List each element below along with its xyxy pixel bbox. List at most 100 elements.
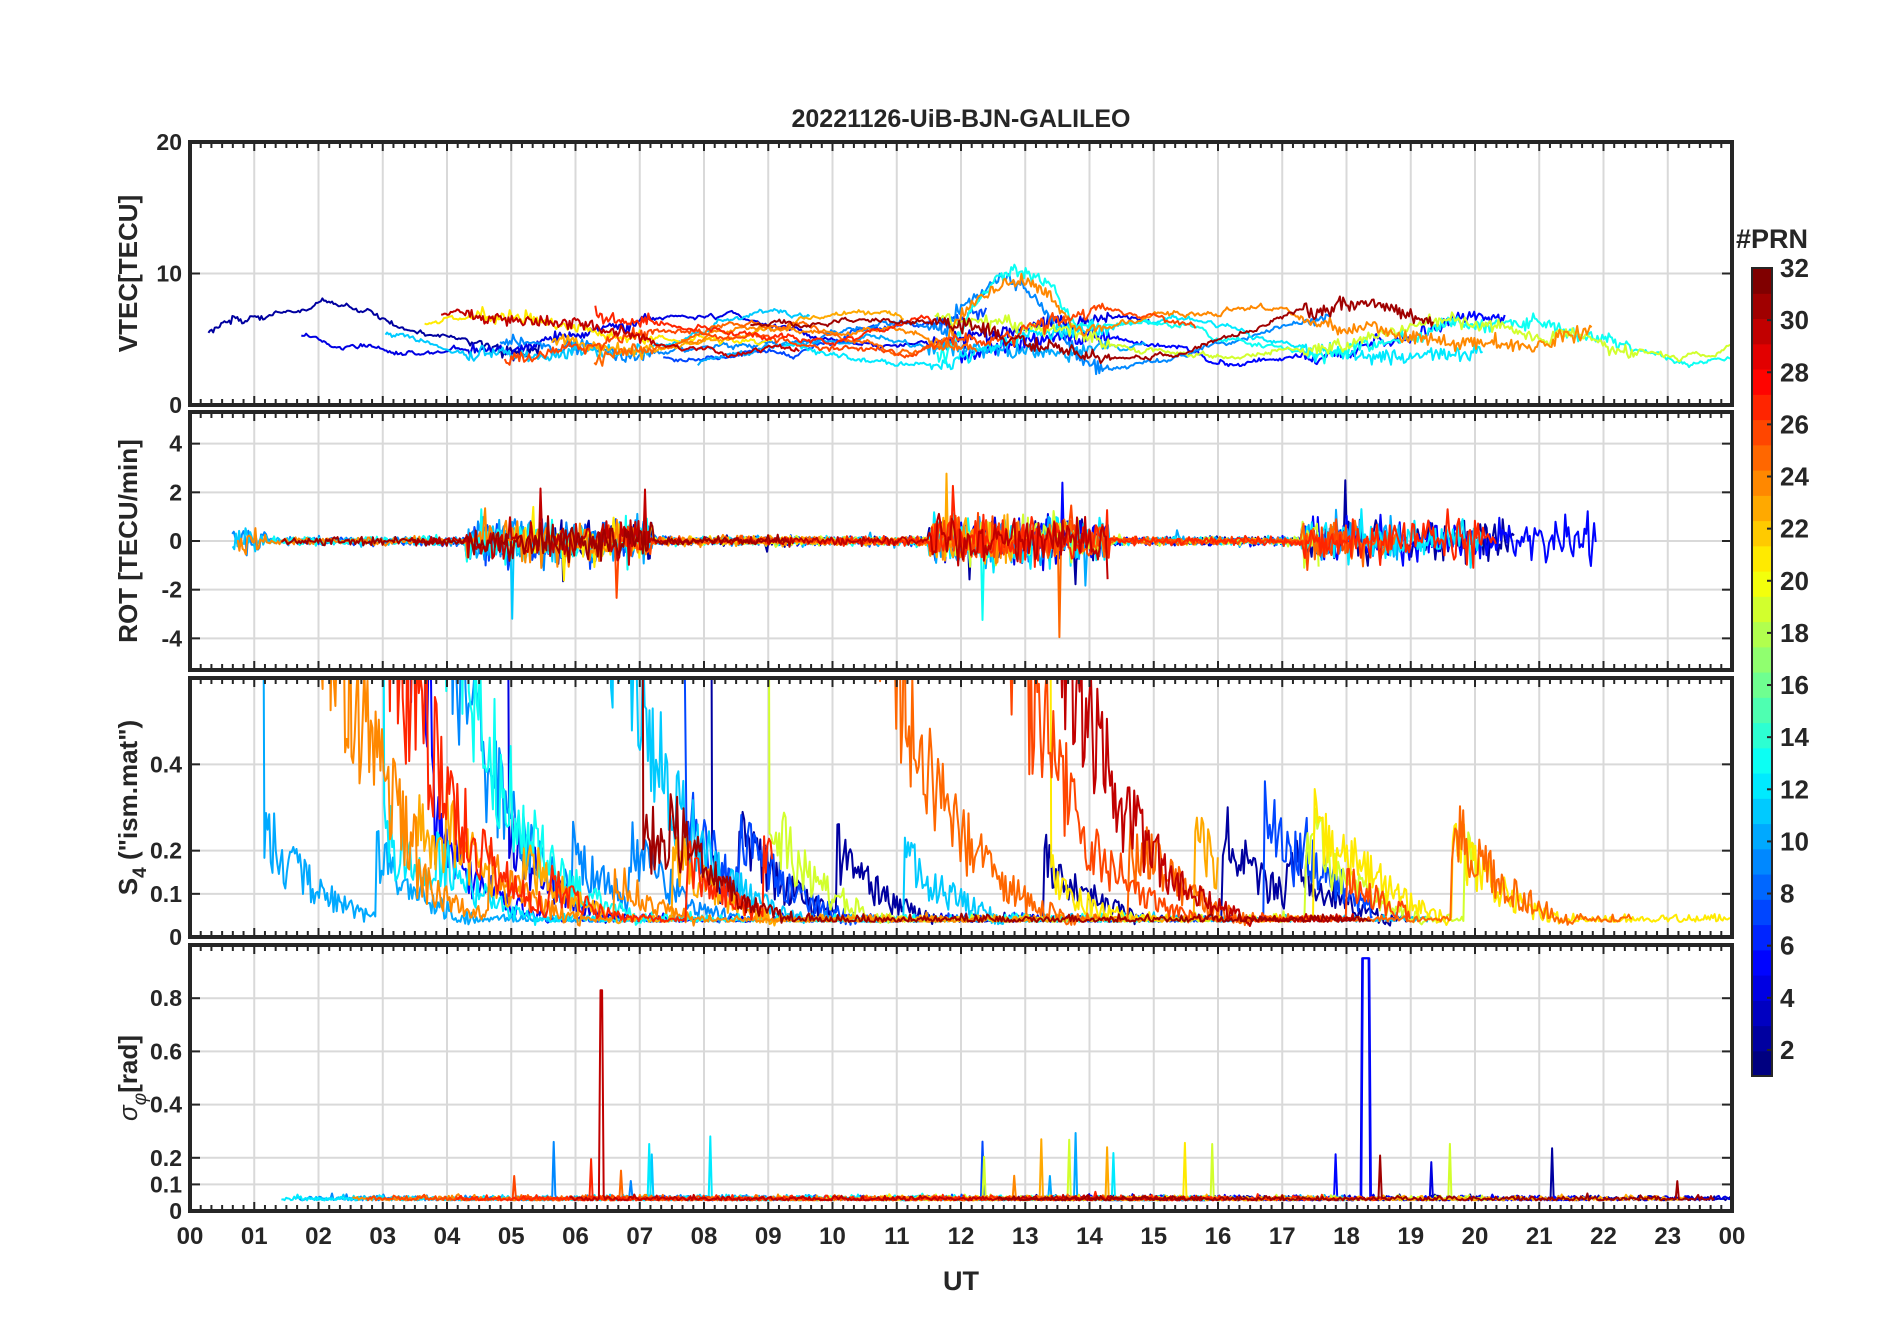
colorbar-segment [1752,672,1772,698]
series-prn-27 [594,305,934,347]
series-prn-27 [818,484,1497,569]
x-tick-label: 04 [434,1223,461,1250]
colorbar-segment [1752,343,1772,370]
x-tick-label: 15 [1140,1223,1167,1250]
panel-rot: -4 -2 0 2 4 ROT [TECU/min] [113,410,1734,672]
colorbar-segment [1752,495,1772,522]
y-tick-label: 0 [169,528,182,554]
series-prn-31 [997,1154,1715,1202]
y-tick-label: -2 [162,577,182,603]
colorbar-segment [1752,646,1772,673]
x-tick-label: 20 [1462,1223,1489,1250]
series-group [207,263,1732,376]
y-axis-label-rest: ("ism.mat") [113,720,143,867]
y-axis-label-sub: φ [130,1093,151,1105]
colorbar-segment [1752,444,1772,471]
x-tick-label: 02 [305,1223,332,1250]
y-axis-label: VTEC[TECU] [113,195,143,352]
series-prn-25 [879,678,1633,927]
x-tick-label: 17 [1269,1223,1296,1250]
colorbar-tick-label: 22 [1780,514,1809,544]
colorbar-tick-label: 18 [1780,618,1809,648]
colorbar-segment [1752,924,1772,951]
colorbar-frame [1751,267,1773,1077]
colorbar-label: #PRN [1736,224,1808,254]
series-prn-30 [569,989,1203,1202]
series-prn-19 [934,311,1732,363]
colorbar-segment [1752,899,1772,926]
colorbar-segment [1752,470,1772,496]
colorbar-segment [1752,520,1772,547]
colorbar-segment [1752,874,1772,900]
y-axis-label: ROT [TECU/min] [113,439,143,643]
y-tick-label: 0 [169,1198,182,1224]
series-prn-11 [384,308,811,363]
x-tick-label: 10 [819,1223,846,1250]
series-group [281,957,1732,1202]
x-tick-label: 14 [1076,1223,1103,1250]
colorbar-tick-label: 16 [1780,670,1809,700]
colorbar-segment [1752,1025,1772,1052]
colorbar-segment [1752,268,1772,294]
series-prn-31 [750,295,1435,365]
y-tick-label: 20 [156,129,182,155]
colorbar-segment [1752,823,1772,850]
y-tick-label: 0.4 [150,751,182,777]
x-tick-label: 13 [1012,1223,1039,1250]
y-tick-label: 0.4 [150,1092,182,1118]
colorbar-segment [1752,697,1772,724]
x-tick-label: 21 [1526,1223,1553,1250]
x-tick-label: 00 [177,1223,204,1250]
x-tick-label: 23 [1654,1223,1681,1250]
colorbar-segment [1752,949,1772,976]
series-prn-25 [593,319,978,367]
x-tick-label: 01 [241,1223,268,1250]
y-axis-label-main: S [113,878,143,895]
colorbar-tick-label: 10 [1780,826,1809,856]
series-prn-31 [280,515,792,564]
y-tick-label: 0 [169,924,182,950]
series-prn-23 [551,309,904,361]
colorbar-tick-label: 6 [1780,931,1794,961]
y-tick-label: 0 [169,392,182,418]
y-tick-label: 4 [169,431,182,457]
colorbar-tick-label: 14 [1780,722,1809,752]
x-tick-label: 06 [562,1223,589,1250]
x-tick-label: 19 [1397,1223,1424,1250]
colorbar-tick-label: 32 [1780,253,1809,283]
y-tick-label: 0.2 [150,1145,182,1171]
colorbar-tick-label: 2 [1780,1035,1794,1065]
series-prn-4 [301,309,1150,357]
x-tick-label: 08 [691,1223,718,1250]
x-tick-label: 16 [1205,1223,1232,1250]
colorbar-segment [1752,621,1772,648]
panel-s4: 00.10.20.4S4 ("ism.mat") [113,676,1734,950]
series-prn-27 [388,678,774,923]
colorbar-tick-label: 8 [1780,879,1794,909]
y-tick-label: 0.6 [150,1038,182,1064]
series-group [231,472,1597,639]
x-axis-label: UT [943,1266,979,1296]
y-tick-label: 0.8 [150,985,182,1011]
colorbar-segment [1752,848,1772,875]
y-axis-label: σφ[rad] [113,1035,151,1121]
colorbar-tick-label: 26 [1780,409,1809,439]
colorbar-tick-label: 30 [1780,305,1809,335]
colorbar-segment [1752,318,1772,345]
y-axis-label: S4 ("ism.mat") [113,720,151,895]
colorbar-tick-label: 28 [1780,357,1809,387]
y-tick-label: 10 [156,261,182,287]
panel-vtec: 0 10 20 VTEC[TECU] [113,129,1734,418]
colorbar-tick-label: 4 [1780,983,1795,1013]
colorbar-tick-label: 20 [1780,566,1809,596]
y-tick-label: 2 [169,479,182,505]
y-axis-label-sub: 4 [130,867,151,878]
colorbar-segment [1752,773,1772,799]
series-group [262,678,1731,927]
x-tick-label: 07 [626,1223,653,1250]
colorbar-segment [1752,747,1772,774]
x-tick-label: 05 [498,1223,525,1250]
colorbar-segment [1752,722,1772,749]
